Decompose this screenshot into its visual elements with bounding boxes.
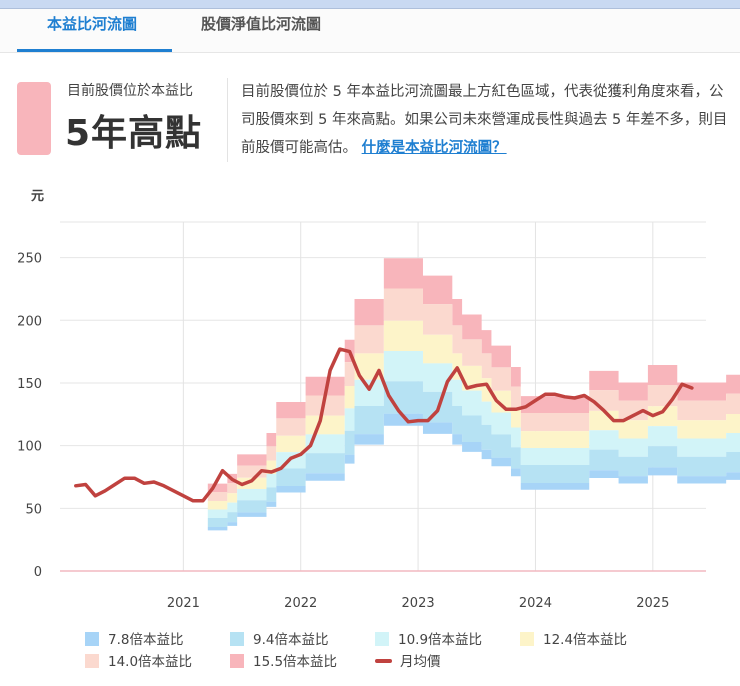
summary-description: 目前股價位於 5 年本益比河流圖最上方紅色區域，代表從獲利角度來看，公司股價來到… — [241, 78, 731, 162]
y-tick-label: 0 — [34, 565, 42, 580]
divider — [227, 78, 228, 162]
pe-river-chart: 2021 2022 2023 2024 2025 0 50 100 150 200 250 元 — [17, 189, 740, 611]
x-tick-label: 2022 — [284, 596, 317, 611]
active-tab-indicator — [17, 49, 172, 52]
legend-label: 15.5倍本益比 — [253, 654, 338, 670]
legend-item[interactable]: 月均價 — [375, 652, 441, 672]
valuation-summary: 目前股價位於本益比 5年高點 目前股價位於 5 年本益比河流圖最上方紅色區域，代… — [17, 78, 727, 162]
legend-label: 10.9倍本益比 — [398, 632, 483, 648]
tab-pe-river-chart[interactable]: 本益比河流圖 — [47, 15, 138, 33]
x-tick-label: 2025 — [636, 596, 669, 611]
legend-label: 月均價 — [400, 654, 441, 670]
legend-swatch-icon — [520, 632, 534, 646]
legend-label: 14.0倍本益比 — [108, 654, 193, 670]
y-tick-label: 50 — [25, 502, 42, 517]
y-tick-label: 200 — [17, 314, 42, 329]
y-tick-label: 150 — [17, 377, 42, 392]
legend-label: 9.4倍本益比 — [253, 632, 329, 648]
legend-item[interactable]: 10.9倍本益比 — [375, 630, 482, 650]
monthly-avg-price-line — [74, 347, 694, 503]
y-axis-unit: 元 — [31, 189, 44, 204]
tab-bar: 本益比河流圖 股價淨值比河流圖 — [0, 9, 740, 53]
legend-swatch-icon — [85, 632, 99, 646]
x-tick-label: 2023 — [402, 596, 435, 611]
legend-item[interactable]: 15.5倍本益比 — [230, 652, 337, 672]
legend-item[interactable]: 12.4倍本益比 — [520, 630, 627, 650]
tab-pb-river-chart[interactable]: 股價淨值比河流圖 — [201, 15, 322, 33]
x-tick-label: 2021 — [167, 596, 200, 611]
legend-swatch-icon — [230, 632, 244, 646]
status-color-swatch — [17, 82, 51, 155]
description-text: 目前股價位於 5 年本益比河流圖最上方紅色區域，代表從獲利角度來看，公司股價來到… — [241, 84, 728, 156]
legend-label: 12.4倍本益比 — [543, 632, 628, 648]
x-tick-label: 2024 — [519, 596, 552, 611]
band-9.4x — [207, 381, 740, 528]
y-tick-label: 100 — [17, 440, 42, 455]
y-tick-label: 250 — [17, 252, 42, 267]
legend-swatch-icon — [230, 654, 244, 668]
legend-item[interactable]: 9.4倍本益比 — [230, 630, 328, 650]
legend-line-icon — [375, 659, 392, 663]
legend-item[interactable]: 14.0倍本益比 — [85, 652, 192, 672]
legend-label: 7.8倍本益比 — [108, 632, 184, 648]
browser-top-strip — [0, 0, 740, 9]
what-is-pe-river-link[interactable]: 什麼是本益比河流圖？ — [361, 140, 507, 156]
summary-label: 目前股價位於本益比 — [67, 83, 193, 99]
legend-swatch-icon — [375, 632, 389, 646]
legend-item[interactable]: 7.8倍本益比 — [85, 630, 183, 650]
status-badge: 5年高點 — [65, 113, 203, 154]
legend-swatch-icon — [85, 654, 99, 668]
